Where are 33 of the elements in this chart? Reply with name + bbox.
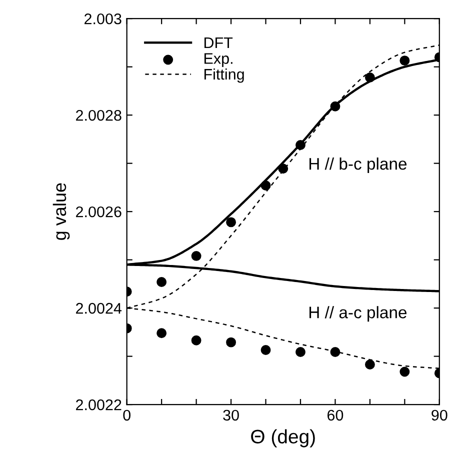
x-tick-label: 30 bbox=[223, 410, 239, 421]
point bbox=[260, 345, 271, 356]
legend-label: DFT bbox=[204, 37, 233, 48]
y-tick-label: 2.0024 bbox=[76, 302, 122, 314]
x-tick-label: 60 bbox=[328, 410, 344, 421]
point bbox=[330, 346, 340, 357]
point bbox=[278, 164, 288, 174]
point bbox=[364, 360, 375, 370]
point bbox=[156, 328, 167, 338]
x-axis-title: Θ (deg) bbox=[251, 429, 315, 448]
point bbox=[400, 56, 410, 66]
y-tick-label: 2.0026 bbox=[76, 206, 122, 218]
point bbox=[296, 346, 306, 357]
y-tick-label: 2.0022 bbox=[76, 399, 122, 410]
annotation: H // b-c plane bbox=[310, 157, 407, 174]
legend-label: Exp. bbox=[204, 53, 232, 67]
point bbox=[156, 277, 167, 287]
point bbox=[260, 180, 271, 190]
point bbox=[226, 337, 236, 348]
y-tick-label: 2.003 bbox=[84, 13, 122, 24]
y-axis-title: g value bbox=[52, 183, 70, 240]
x-tick-label: 90 bbox=[432, 410, 448, 421]
point bbox=[226, 217, 236, 228]
annotation: H // a-c plane bbox=[310, 306, 407, 322]
x-tick-label: 0 bbox=[123, 410, 130, 421]
point bbox=[191, 335, 202, 346]
point bbox=[400, 366, 410, 377]
point bbox=[191, 250, 202, 261]
point bbox=[330, 101, 340, 112]
legend-label: Fitting bbox=[204, 68, 244, 83]
point bbox=[296, 140, 306, 150]
point bbox=[364, 72, 375, 82]
y-tick-label: 2.0028 bbox=[76, 110, 122, 121]
